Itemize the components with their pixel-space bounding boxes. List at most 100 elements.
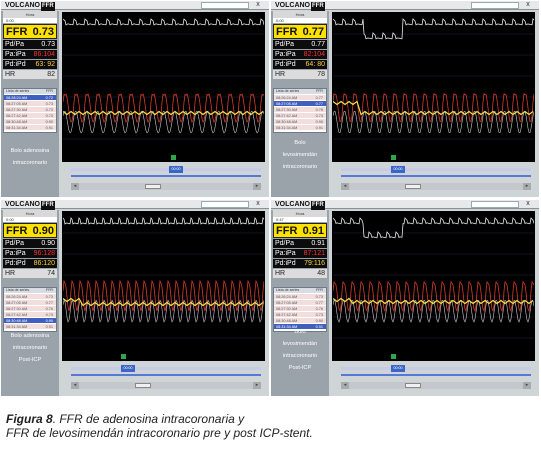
timeline-badge: 00:00 bbox=[121, 365, 135, 372]
scroll-thumb[interactable] bbox=[405, 383, 421, 388]
pd-ipd-label: Pd:iPd bbox=[5, 260, 26, 267]
event-marker bbox=[171, 155, 176, 160]
scroll-thumb[interactable] bbox=[135, 383, 151, 388]
scroll-right-icon[interactable]: ▸ bbox=[523, 382, 531, 389]
scroll-left-icon[interactable]: ◂ bbox=[341, 382, 349, 389]
horizontal-scrollbar[interactable]: ◂ ▸ bbox=[341, 183, 531, 190]
series-list-item[interactable]: 08:31:34 AM 0.91 bbox=[274, 124, 326, 130]
series-select[interactable] bbox=[201, 201, 249, 208]
timeline-track bbox=[71, 367, 261, 370]
series-list-item[interactable]: 08:27:05 AM 0.73 bbox=[4, 100, 56, 106]
close-button[interactable]: x bbox=[256, 200, 260, 207]
series-list-item[interactable]: 08:31:34 AM 0.91 bbox=[4, 124, 56, 130]
horizontal-scrollbar[interactable]: ◂ ▸ bbox=[341, 382, 531, 389]
series-list-item[interactable]: 08:27:42 AM 0.73 bbox=[274, 112, 326, 118]
ffr-monitor-panel-4: VOLCANO FFR x Hora 0:47 FFR 0.91 Pd/Pa 0.91 Pa:iP… bbox=[271, 200, 539, 396]
readout-sidebar: Hora 0:00 FFR 0.77 Pd/Pa 0.77 Pa:iPa 82:104 Pd:i… bbox=[271, 11, 329, 197]
pa-ipa-label: Pa:iPa bbox=[5, 250, 26, 257]
aortic-pressure-trace bbox=[333, 217, 534, 239]
close-button[interactable]: x bbox=[526, 1, 530, 8]
timeline-progress bbox=[341, 374, 531, 376]
series-list-item[interactable]: 08:27:42 AM 0.73 bbox=[4, 311, 56, 317]
series-list-item[interactable]: 08:30:48 AM 0.90 bbox=[4, 118, 56, 124]
heart-rate-value: 48 bbox=[317, 270, 325, 277]
scroll-thumb[interactable] bbox=[145, 184, 161, 189]
scroll-left-icon[interactable]: ◂ bbox=[71, 382, 79, 389]
pd-pa-label: Pd/Pa bbox=[275, 240, 295, 247]
series-list-item[interactable]: 08:30:48 AM 0.90 bbox=[274, 317, 326, 323]
series-time: 08:27:42 AM bbox=[276, 114, 298, 118]
series-list-item[interactable]: 08:26:24 AM 0.73 bbox=[274, 293, 326, 299]
scroll-right-icon[interactable]: ▸ bbox=[253, 382, 261, 389]
series-time: 08:27:42 AM bbox=[6, 313, 28, 317]
aortic-pressure-trace bbox=[63, 18, 264, 26]
caption-line2: FFR de levosimendán intracoronario pre y… bbox=[6, 426, 313, 440]
series-list-item[interactable]: 08:27:05 AM 0.77 bbox=[274, 100, 326, 106]
ffr-label: FFR bbox=[6, 225, 28, 237]
scroll-thumb[interactable] bbox=[405, 184, 421, 189]
pd-pressure-trace bbox=[333, 299, 534, 323]
pa-ipa-row: Pa:iPa 87:121 bbox=[273, 249, 327, 258]
series-list-item[interactable]: 08:26:24 AM 0.77 bbox=[274, 94, 326, 100]
series-list-item[interactable]: 08:27:42 AM 0.73 bbox=[4, 112, 56, 118]
ffr-value: 0.77 bbox=[302, 26, 324, 38]
series-list-item[interactable]: 08:27:30 AM 0.76 bbox=[274, 305, 326, 311]
close-button[interactable]: x bbox=[256, 1, 260, 8]
heart-rate-value: 74 bbox=[47, 270, 55, 277]
series-list-item[interactable]: 08:27:05 AM 0.77 bbox=[4, 299, 56, 305]
heart-rate-label: HR bbox=[275, 270, 286, 277]
scroll-right-icon[interactable]: ▸ bbox=[253, 183, 261, 190]
series-time: 08:27:30 AM bbox=[276, 307, 298, 311]
series-list-item[interactable]: 08:30:48 AM 0.90 bbox=[4, 317, 56, 323]
caption-label: Figura 8 bbox=[6, 412, 53, 426]
horizontal-scrollbar[interactable]: ◂ ▸ bbox=[71, 183, 261, 190]
series-time: 08:26:24 AM bbox=[276, 96, 298, 100]
pd-ipd-row: Pd:iPd 63: 92 bbox=[3, 60, 57, 69]
series-list-col: FFR bbox=[316, 89, 323, 93]
series-list-item[interactable]: 08:28:24 AM 0.72 bbox=[4, 94, 56, 100]
series-time: 08:31:34 AM bbox=[6, 126, 28, 130]
annotation-note: levosimendán bbox=[282, 152, 318, 158]
pd-pa-value: 0.90 bbox=[41, 240, 55, 247]
series-list-item[interactable]: 08:31:34 AM 0.91 bbox=[4, 323, 56, 329]
series-list-item[interactable]: 08:27:30 AM 0.76 bbox=[4, 305, 56, 311]
series-time: 08:27:05 AM bbox=[276, 102, 298, 106]
heart-rate-label: HR bbox=[5, 71, 16, 78]
pd-ipd-row: Pd:iPd 86:120 bbox=[3, 259, 57, 268]
pressure-trace-plot bbox=[332, 211, 535, 361]
series-list-item[interactable]: 08:31:34 AM 0.91 bbox=[274, 323, 326, 329]
series-select[interactable] bbox=[471, 201, 519, 208]
ffr-readout: FFR 0.90 bbox=[3, 223, 57, 238]
pd-ipd-value: 86:120 bbox=[33, 260, 55, 267]
time-value: 0:47 bbox=[273, 217, 327, 222]
series-list-header: Lista de series FFR bbox=[4, 89, 56, 94]
series-select[interactable] bbox=[471, 2, 519, 9]
series-time: 08:28:24 AM bbox=[6, 96, 28, 100]
series-select[interactable] bbox=[201, 2, 249, 9]
pd-ipd-value: 63: 92 bbox=[35, 61, 55, 68]
close-button[interactable]: x bbox=[526, 200, 530, 207]
series-list-item[interactable]: 08:26:24 AM 0.73 bbox=[4, 293, 56, 299]
timeline-progress bbox=[341, 175, 531, 177]
pa-pressure-trace bbox=[333, 281, 534, 312]
series-list-item[interactable]: 08:27:30 AM 0.76 bbox=[274, 106, 326, 112]
ffr-monitor-panel-1: VOLCANO FFR x Hora 0:00 FFR 0.73 Pd/Pa 0.73 Pa:iP… bbox=[1, 1, 269, 197]
scroll-left-icon[interactable]: ◂ bbox=[341, 183, 349, 190]
series-list-item[interactable]: 08:27:05 AM 0.77 bbox=[274, 299, 326, 305]
title-bar: VOLCANO FFR x bbox=[1, 1, 269, 11]
series-list-item[interactable]: 08:27:42 AM 0.73 bbox=[274, 311, 326, 317]
pd-pa-row: Pd/Pa 0.77 bbox=[273, 40, 327, 49]
pa-pressure-trace bbox=[63, 279, 264, 312]
series-time: 08:30:48 AM bbox=[6, 319, 28, 323]
timeline-progress bbox=[71, 175, 261, 177]
annotation-note: intracoronario bbox=[282, 164, 318, 170]
ffr-value: 0.91 bbox=[302, 225, 324, 237]
series-list-item[interactable]: 08:27:30 AM 0.73 bbox=[4, 106, 56, 112]
annotation-note: Bolo bbox=[294, 140, 306, 146]
horizontal-scrollbar[interactable]: ◂ ▸ bbox=[71, 382, 261, 389]
time-label: Hora bbox=[273, 11, 327, 18]
scroll-right-icon[interactable]: ▸ bbox=[523, 183, 531, 190]
series-list-item[interactable]: 08:30:48 AM 0.90 bbox=[274, 118, 326, 124]
time-label: Hora bbox=[3, 210, 57, 217]
scroll-left-icon[interactable]: ◂ bbox=[71, 183, 79, 190]
